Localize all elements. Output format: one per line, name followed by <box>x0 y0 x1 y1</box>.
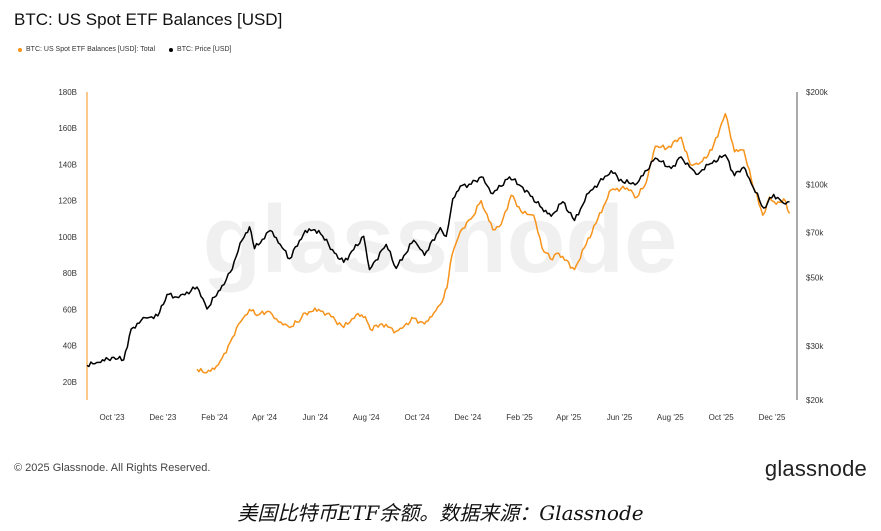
y-right-tick-label: $70k <box>806 228 824 237</box>
x-tick-label: Feb '24 <box>201 413 228 422</box>
legend: BTC: US Spot ETF Balances [USD]: Total B… <box>18 46 231 53</box>
x-tick-label: Oct '24 <box>404 413 430 422</box>
y-right-tick-label: $200k <box>806 88 829 97</box>
y-left-tick-label: 40B <box>63 342 77 351</box>
figure-caption: 美国比特币ETF余额。数据来源：Glassnode <box>237 501 644 525</box>
x-axis: Oct '23 Dec '23 Feb '24 Apr '24 Jun '24 Aug '… <box>99 413 786 422</box>
legend-item-balance[interactable]: BTC: US Spot ETF Balances [USD]: Total <box>18 46 155 53</box>
right-axis: $20k $30k $50k $70k $100k $200k <box>806 88 829 405</box>
y-left-tick-label: 120B <box>58 197 77 206</box>
legend-item-price[interactable]: BTC: Price [USD] <box>169 46 231 53</box>
x-tick-label: Aug '24 <box>353 413 380 422</box>
glassnode-logo[interactable]: glassnode <box>764 456 867 481</box>
x-tick-label: Jun '24 <box>303 413 329 422</box>
y-right-tick-label: $20k <box>806 396 824 405</box>
y-right-tick-label: $30k <box>806 342 824 351</box>
y-left-tick-label: 180B <box>58 88 77 97</box>
y-left-tick-label: 140B <box>58 160 77 169</box>
x-tick-label: Oct '25 <box>709 413 735 422</box>
x-tick-label: Feb '25 <box>506 413 533 422</box>
x-tick-label: Aug '25 <box>657 413 684 422</box>
left-axis: 20B 40B 60B 80B 100B 120B 140B 160B 180B <box>58 88 77 387</box>
series-line-price <box>86 154 790 368</box>
y-right-tick-label: $100k <box>806 181 829 190</box>
series-line-balance <box>196 112 791 374</box>
y-left-tick-label: 100B <box>58 233 77 242</box>
watermark: glassnode <box>203 186 678 293</box>
y-left-tick-label: 80B <box>63 269 77 278</box>
x-tick-label: Dec '24 <box>454 413 481 422</box>
legend-dot-price <box>169 47 174 52</box>
y-left-tick-label: 20B <box>63 378 77 387</box>
copyright-text: © 2025 Glassnode. All Rights Reserved. <box>14 462 211 474</box>
y-left-tick-label: 60B <box>63 305 77 314</box>
y-left-tick-label: 160B <box>58 124 77 133</box>
chart-title: BTC: US Spot ETF Balances [USD] <box>14 10 283 29</box>
x-tick-label: Apr '24 <box>252 413 278 422</box>
x-tick-label: Dec '25 <box>759 413 786 422</box>
y-right-tick-label: $50k <box>806 273 824 282</box>
x-tick-label: Oct '23 <box>99 413 125 422</box>
legend-label-balance: BTC: US Spot ETF Balances [USD]: Total <box>26 46 156 53</box>
x-tick-label: Apr '25 <box>556 413 582 422</box>
legend-label-price: BTC: Price [USD] <box>177 46 232 53</box>
x-tick-label: Jun '25 <box>607 413 633 422</box>
legend-dot-balance <box>18 47 22 52</box>
x-tick-label: Dec '23 <box>149 413 176 422</box>
